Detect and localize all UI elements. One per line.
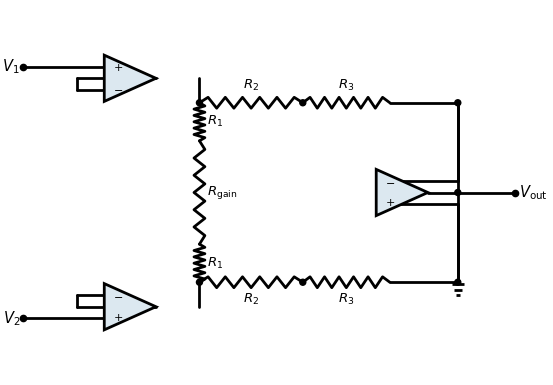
Circle shape [300, 279, 306, 285]
Text: $V_\mathrm{out}$: $V_\mathrm{out}$ [519, 183, 548, 202]
Polygon shape [376, 169, 428, 216]
Polygon shape [105, 55, 156, 101]
Circle shape [455, 100, 461, 106]
Text: $R_2$: $R_2$ [243, 78, 259, 93]
Text: $+$: $+$ [385, 198, 395, 208]
Text: $V_1$: $V_1$ [2, 57, 20, 76]
Text: $+$: $+$ [113, 312, 123, 323]
Text: $+$: $+$ [113, 62, 123, 73]
Circle shape [300, 100, 306, 106]
Circle shape [455, 279, 461, 285]
Text: $-$: $-$ [385, 177, 395, 187]
Circle shape [196, 100, 202, 106]
Text: $R_1$: $R_1$ [207, 114, 223, 129]
Text: $V_2$: $V_2$ [3, 309, 20, 328]
Text: $R_2$: $R_2$ [243, 292, 259, 307]
Circle shape [196, 279, 202, 285]
Text: $-$: $-$ [113, 84, 123, 94]
Polygon shape [105, 284, 156, 330]
Text: $R_3$: $R_3$ [338, 78, 354, 93]
Text: $-$: $-$ [113, 291, 123, 301]
Text: $R_1$: $R_1$ [207, 256, 223, 271]
Text: $R_3$: $R_3$ [338, 292, 354, 307]
Text: $R_\mathrm{gain}$: $R_\mathrm{gain}$ [207, 184, 238, 201]
Circle shape [455, 189, 461, 196]
